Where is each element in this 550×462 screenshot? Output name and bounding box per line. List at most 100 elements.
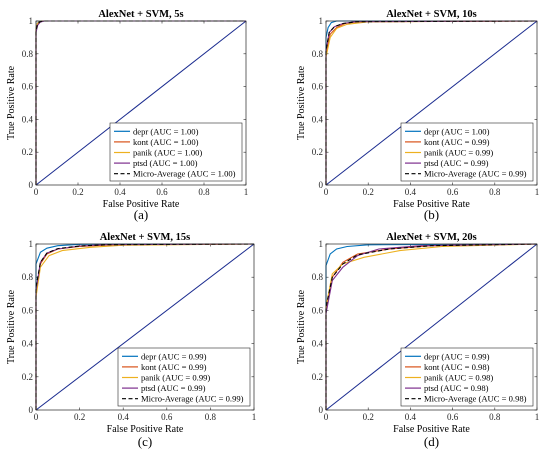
roc-panel-d: 0 0.2 0.4 0.6 0.8 1 0 0.2 0.4 0.6 0.8 1 AlexNet + SV…: [296, 232, 539, 449]
legend-entry-depr: depr (AUC = 1.00): [424, 126, 490, 136]
legend-box: [400, 347, 534, 407]
y-tick-label: 0.4: [312, 339, 324, 349]
diagonal-reference-line: [35, 243, 255, 411]
y-tick-label: 0: [319, 405, 324, 415]
legend-entry-kont: kont (AUC = 0.99): [424, 137, 490, 147]
roc-panel-c: 0 0.2 0.4 0.6 0.8 1 0 0.2 0.4 0.6 0.8 1 AlexNet + SV…: [6, 232, 256, 449]
y-tick-label: 0.8: [312, 49, 324, 59]
roc-curve-micro: [35, 243, 255, 410]
x-tick-label: 0.8: [489, 412, 501, 422]
x-tick-label: 0.6: [447, 412, 459, 422]
y-axis-label: True Positive Rate: [296, 289, 307, 364]
diagonal-reference-line: [325, 243, 538, 411]
x-tick-label: 0.2: [363, 187, 374, 197]
legend-box: [117, 347, 251, 407]
x-tick-label: 1: [252, 412, 257, 422]
y-tick-label: 0.8: [312, 272, 324, 282]
legend-entry-panik: panik (AUC = 0.99): [424, 148, 493, 158]
chart-title: AlexNet + SVM, 10s: [386, 9, 477, 20]
y-tick-label: 0: [319, 180, 324, 190]
y-axis-label: True Positive Rate: [296, 65, 307, 140]
roc-curve-micro: [325, 20, 538, 185]
y-axis-label: True Positive Rate: [6, 289, 17, 364]
roc-curve-panik: [35, 243, 255, 410]
x-tick-label: 0.2: [74, 412, 85, 422]
axes-box: [35, 20, 247, 186]
roc-panel-b: 0 0.2 0.4 0.6 0.8 1 0 0.2 0.4 0.6 0.8 1 AlexNet + SV…: [296, 9, 539, 222]
axes-box: [325, 243, 538, 411]
legend: depr (AUC = 1.00)kont (AUC = 1.00)panik …: [109, 122, 243, 182]
y-tick-label: 0.2: [22, 147, 33, 157]
x-tick-label: 0.8: [489, 187, 501, 197]
x-tick-label: 0.4: [114, 187, 126, 197]
x-tick-label: 0.4: [405, 412, 417, 422]
x-tick-label: 0: [324, 187, 329, 197]
diagonal-reference-line: [35, 20, 247, 186]
y-tick-label: 0.4: [312, 114, 324, 124]
x-axis-label: False Positive Rate: [393, 199, 470, 210]
x-tick-label: 0.6: [447, 187, 459, 197]
legend-entry-panik: panik (AUC = 0.99): [141, 373, 210, 383]
legend-entry-ptsd: ptsd (AUC = 0.99): [141, 383, 206, 393]
panel-caption: (d): [424, 434, 439, 449]
y-tick-label: 0.2: [22, 372, 33, 382]
legend-entry-depr: depr (AUC = 0.99): [424, 351, 490, 361]
legend-entry-depr: depr (AUC = 1.00): [133, 126, 199, 136]
y-tick-label: 0.2: [312, 147, 323, 157]
x-tick-label: 0.6: [156, 187, 168, 197]
legend-entry-micro: Micro-Average (AUC = 1.00): [133, 169, 236, 179]
x-axis-label: False Positive Rate: [107, 424, 184, 435]
y-tick-label: 1: [319, 239, 324, 249]
x-tick-label: 1: [535, 412, 540, 422]
roc-panel-a: 0 0.2 0.4 0.6 0.8 1 0 0.2 0.4 0.6 0.8 1 AlexNet + SV…: [6, 9, 248, 222]
x-tick-label: 0.4: [405, 187, 417, 197]
y-tick-label: 0.8: [22, 49, 34, 59]
y-tick-label: 0.6: [312, 305, 324, 315]
x-tick-label: 0.2: [363, 412, 374, 422]
y-tick-label: 0: [29, 405, 34, 415]
legend-entry-kont: kont (AUC = 1.00): [133, 137, 199, 147]
legend-entry-ptsd: ptsd (AUC = 1.00): [133, 158, 198, 168]
legend-entry-kont: kont (AUC = 0.99): [141, 362, 207, 372]
x-tick-label: 0.2: [72, 187, 83, 197]
legend-entry-ptsd: ptsd (AUC = 0.99): [424, 158, 489, 168]
legend-entry-micro: Micro-Average (AUC = 0.99): [141, 394, 244, 404]
y-tick-label: 0.6: [22, 305, 34, 315]
legend: depr (AUC = 0.99)kont (AUC = 0.98)panik …: [400, 347, 534, 407]
y-tick-label: 0.2: [312, 372, 323, 382]
x-tick-label: 1: [535, 187, 540, 197]
x-tick-label: 0.4: [118, 412, 130, 422]
chart-title: AlexNet + SVM, 15s: [100, 232, 191, 243]
roc-curve-ptsd: [325, 243, 538, 410]
x-tick-label: 1: [244, 187, 249, 197]
roc-curve-panik: [325, 243, 538, 410]
legend-entry-kont: kont (AUC = 0.98): [424, 362, 490, 372]
panel-caption: (c): [138, 434, 152, 449]
legend-entry-micro: Micro-Average (AUC = 0.99): [424, 169, 527, 179]
panel-caption: (a): [134, 207, 148, 222]
legend-entry-panik: panik (AUC = 1.00): [133, 148, 202, 158]
legend-entry-panik: panik (AUC = 0.98): [424, 373, 493, 383]
y-tick-label: 0.4: [22, 114, 34, 124]
legend-entry-depr: depr (AUC = 0.99): [141, 351, 207, 361]
y-tick-label: 0.6: [312, 82, 324, 92]
y-tick-label: 1: [29, 239, 34, 249]
y-tick-label: 1: [29, 16, 34, 26]
x-tick-label: 0: [324, 412, 329, 422]
legend-entry-ptsd: ptsd (AUC = 0.98): [424, 383, 489, 393]
y-tick-label: 0.4: [22, 339, 34, 349]
roc-curve-micro: [325, 243, 538, 410]
y-tick-label: 0: [29, 180, 34, 190]
legend: depr (AUC = 0.99)kont (AUC = 0.99)panik …: [117, 347, 251, 407]
x-axis-label: False Positive Rate: [393, 424, 470, 435]
chart-title: AlexNet + SVM, 5s: [98, 9, 183, 20]
y-tick-label: 0.8: [22, 272, 34, 282]
x-tick-label: 0: [34, 412, 39, 422]
y-axis-label: True Positive Rate: [6, 65, 17, 140]
axes-box: [35, 243, 255, 411]
y-tick-label: 0.6: [22, 82, 34, 92]
x-tick-label: 0.8: [205, 412, 217, 422]
x-tick-label: 0.6: [161, 412, 173, 422]
x-tick-label: 0.8: [198, 187, 210, 197]
